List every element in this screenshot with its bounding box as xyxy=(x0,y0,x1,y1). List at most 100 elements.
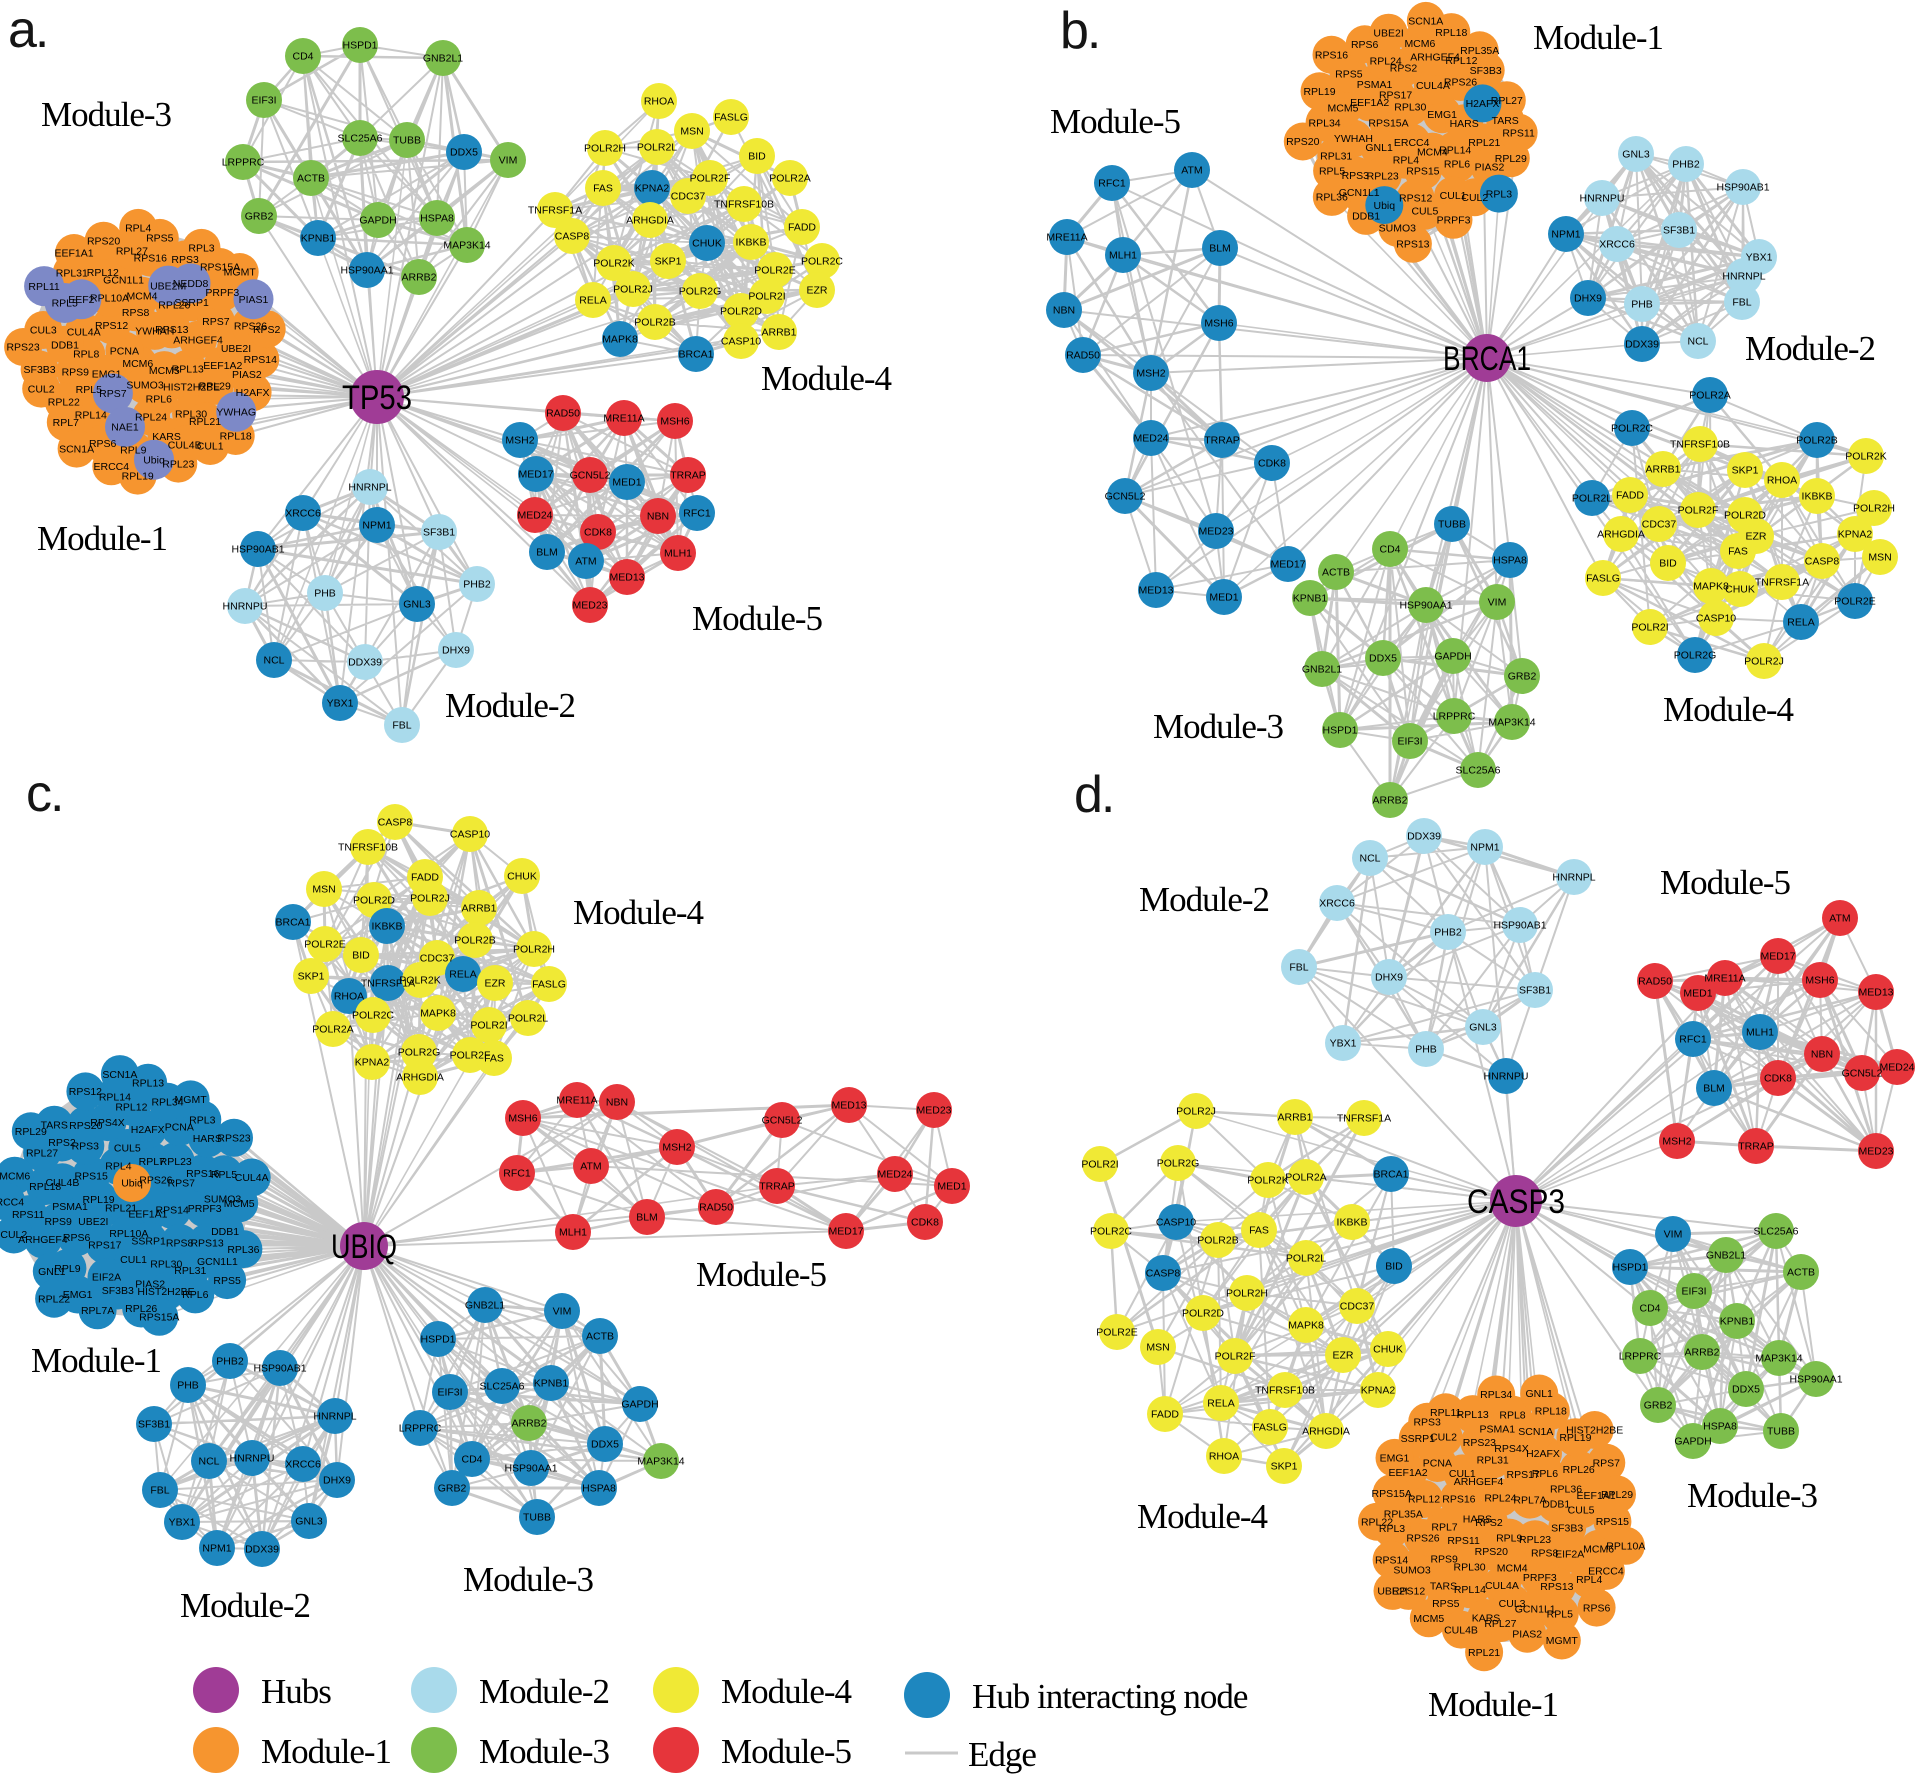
svg-text:TUBB: TUBB xyxy=(1767,1426,1795,1438)
svg-text:Module-1: Module-1 xyxy=(37,519,167,558)
svg-text:YBX1: YBX1 xyxy=(169,1517,196,1529)
svg-text:HIST2H2BE: HIST2H2BE xyxy=(1566,1425,1623,1437)
svg-text:KPNB1: KPNB1 xyxy=(1720,1316,1755,1328)
svg-text:RPS20: RPS20 xyxy=(1475,1546,1508,1558)
svg-text:VIM: VIM xyxy=(1488,597,1507,609)
svg-text:CUL5: CUL5 xyxy=(114,1143,141,1155)
svg-text:RPL5: RPL5 xyxy=(1319,166,1345,178)
svg-text:SF3B1: SF3B1 xyxy=(423,527,455,539)
svg-text:TRRAP: TRRAP xyxy=(759,1181,795,1193)
svg-text:PSMA1: PSMA1 xyxy=(1479,1424,1515,1436)
svg-text:RPL22: RPL22 xyxy=(48,397,80,409)
svg-text:PCNA: PCNA xyxy=(1423,1458,1452,1470)
svg-text:EIF3I: EIF3I xyxy=(251,95,276,107)
svg-text:POLR2I: POLR2I xyxy=(1631,622,1668,634)
svg-text:MLH1: MLH1 xyxy=(1746,1027,1774,1039)
svg-text:GCN5L2: GCN5L2 xyxy=(1842,1068,1883,1080)
svg-text:GNL1: GNL1 xyxy=(1365,142,1393,154)
svg-text:RPL22: RPL22 xyxy=(1361,1516,1393,1528)
svg-text:KPNA2: KPNA2 xyxy=(1838,529,1873,541)
svg-text:BLM: BLM xyxy=(1703,1083,1725,1095)
svg-text:PHB2: PHB2 xyxy=(1434,927,1462,939)
svg-text:ARRB2: ARRB2 xyxy=(511,1418,546,1430)
svg-text:LRPPRC: LRPPRC xyxy=(1619,1351,1662,1363)
svg-text:Module-5: Module-5 xyxy=(1660,863,1791,902)
svg-text:RPL24: RPL24 xyxy=(1370,55,1402,67)
svg-text:POLR2K: POLR2K xyxy=(1845,451,1886,463)
svg-text:EMG1: EMG1 xyxy=(63,1289,93,1301)
svg-text:TNFRSF10B: TNFRSF10B xyxy=(1670,439,1730,451)
svg-text:RPL14: RPL14 xyxy=(99,1091,131,1103)
svg-text:RPS5: RPS5 xyxy=(146,233,174,245)
svg-text:RPS4X: RPS4X xyxy=(1494,1443,1528,1455)
svg-text:MED1: MED1 xyxy=(612,477,641,489)
svg-text:RPL12: RPL12 xyxy=(1408,1494,1440,1506)
svg-text:HSP90AB1: HSP90AB1 xyxy=(1493,920,1546,932)
svg-text:RPS8: RPS8 xyxy=(122,307,150,319)
svg-text:HSPD1: HSPD1 xyxy=(1322,725,1357,737)
svg-text:RPS17: RPS17 xyxy=(1379,90,1412,102)
svg-text:SF3B1: SF3B1 xyxy=(1663,225,1695,237)
svg-text:RPS9: RPS9 xyxy=(44,1216,72,1228)
svg-text:SKP1: SKP1 xyxy=(298,971,325,983)
svg-text:RPL5: RPL5 xyxy=(1547,1609,1573,1621)
svg-text:ARHGEF4: ARHGEF4 xyxy=(1410,51,1460,63)
svg-text:CHUK: CHUK xyxy=(507,871,537,883)
svg-text:TARS: TARS xyxy=(1430,1581,1457,1593)
svg-text:RFC1: RFC1 xyxy=(1679,1034,1707,1046)
svg-text:CASP8: CASP8 xyxy=(1805,556,1840,568)
svg-text:RPL34: RPL34 xyxy=(1480,1389,1512,1401)
svg-text:RPL11: RPL11 xyxy=(28,281,59,293)
svg-text:RPL11: RPL11 xyxy=(1430,1407,1461,1419)
svg-text:RPL34: RPL34 xyxy=(151,1097,183,1109)
svg-text:KPNA2: KPNA2 xyxy=(1361,1385,1396,1397)
svg-text:MCM6: MCM6 xyxy=(1404,38,1435,50)
svg-text:RPS23: RPS23 xyxy=(217,1133,250,1145)
svg-text:HARS: HARS xyxy=(193,1133,222,1145)
svg-text:KPNB1: KPNB1 xyxy=(534,1378,569,1390)
svg-text:Module-2: Module-2 xyxy=(180,1586,310,1625)
svg-text:POLR2A: POLR2A xyxy=(1689,390,1730,402)
svg-text:GNB2L1: GNB2L1 xyxy=(465,1300,505,1312)
svg-text:RPS2: RPS2 xyxy=(1475,1517,1503,1529)
svg-text:FAS: FAS xyxy=(593,183,613,195)
svg-text:RPS7: RPS7 xyxy=(168,1178,196,1190)
svg-text:PSMA1: PSMA1 xyxy=(52,1201,88,1213)
svg-text:VIM: VIM xyxy=(499,155,518,167)
svg-text:CASP8: CASP8 xyxy=(378,817,413,829)
svg-text:RPL26: RPL26 xyxy=(1563,1464,1595,1476)
svg-text:SLC25A6: SLC25A6 xyxy=(338,133,383,145)
svg-text:Module-4: Module-4 xyxy=(573,893,704,932)
svg-text:KPNB1: KPNB1 xyxy=(1293,593,1328,605)
svg-text:a.: a. xyxy=(8,1,47,59)
svg-text:XRCC6: XRCC6 xyxy=(285,1459,321,1471)
svg-text:MED23: MED23 xyxy=(572,600,607,612)
svg-text:CASP3: CASP3 xyxy=(1467,1183,1565,1221)
svg-text:DDX39: DDX39 xyxy=(348,657,382,669)
svg-text:RPL3: RPL3 xyxy=(1486,188,1512,200)
svg-text:MCM4: MCM4 xyxy=(1497,1563,1528,1575)
svg-text:GAPDH: GAPDH xyxy=(1674,1436,1711,1448)
svg-text:KARS: KARS xyxy=(1472,1613,1501,1625)
svg-text:MCM6: MCM6 xyxy=(122,358,153,370)
svg-text:MRE11A: MRE11A xyxy=(603,413,644,425)
svg-text:ACTB: ACTB xyxy=(1787,1267,1815,1279)
svg-text:RPS17: RPS17 xyxy=(88,1239,121,1251)
svg-text:SF3B3: SF3B3 xyxy=(102,1285,134,1297)
svg-text:NEDD8: NEDD8 xyxy=(173,278,209,290)
svg-text:MCM6: MCM6 xyxy=(0,1170,30,1182)
svg-text:MED23: MED23 xyxy=(1198,526,1233,538)
svg-text:RHOA: RHOA xyxy=(334,991,364,1003)
svg-text:POLR2I: POLR2I xyxy=(748,291,785,303)
svg-text:RPS6: RPS6 xyxy=(89,438,117,450)
svg-text:PRPF3: PRPF3 xyxy=(1437,215,1471,227)
svg-text:RPS16: RPS16 xyxy=(134,252,167,264)
svg-text:PHB2: PHB2 xyxy=(216,1356,244,1368)
svg-text:POLR2D: POLR2D xyxy=(353,895,395,907)
svg-text:TUBB: TUBB xyxy=(523,1512,551,1524)
svg-text:PCNA: PCNA xyxy=(110,345,139,357)
svg-text:RPS20: RPS20 xyxy=(69,1120,102,1132)
svg-text:RPL35A: RPL35A xyxy=(1460,45,1499,57)
svg-text:MCM5: MCM5 xyxy=(1413,1613,1444,1625)
svg-text:MRE11A: MRE11A xyxy=(1704,973,1745,985)
